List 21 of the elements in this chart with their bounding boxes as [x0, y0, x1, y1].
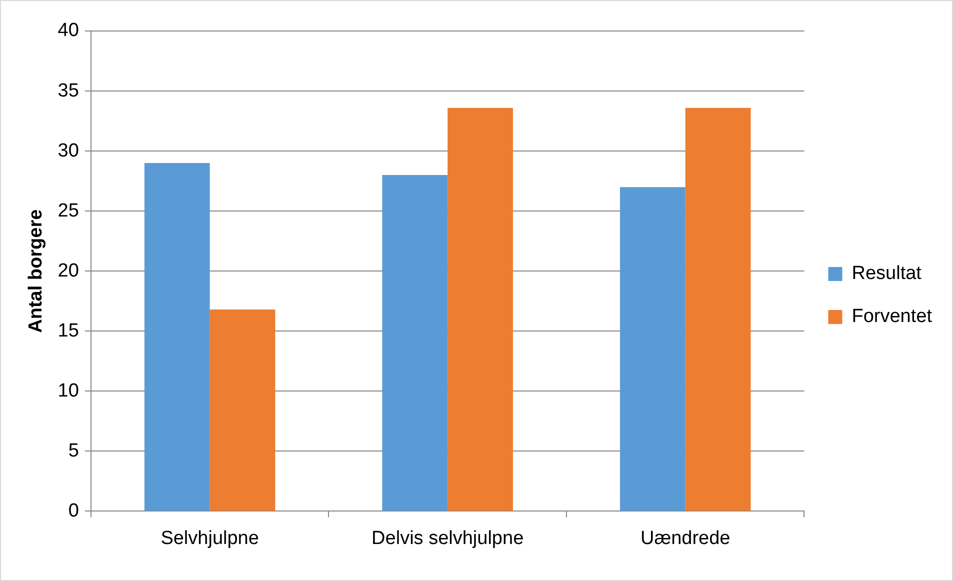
x-tick-label: Selvhjulpne [160, 528, 259, 549]
bar [448, 108, 513, 511]
y-tick-label: 40 [58, 20, 79, 42]
bar [685, 108, 751, 511]
y-tick-label: 30 [58, 140, 79, 162]
x-tick-label: Delvis selvhjulpne [372, 528, 524, 549]
legend-label: Resultat [852, 263, 922, 284]
bar [144, 163, 210, 511]
y-tick-label: 5 [68, 440, 79, 462]
y-tick-label: 10 [58, 380, 79, 402]
y-tick-label: 15 [58, 320, 79, 342]
bar [620, 187, 686, 511]
x-tick-label: Uændrede [640, 528, 730, 549]
bar [210, 310, 276, 511]
y-tick-label: 0 [68, 500, 79, 522]
bar [382, 175, 448, 511]
y-tick-label: 20 [58, 260, 79, 282]
y-tick-label: 35 [58, 80, 79, 102]
legend-label: Forventet [852, 306, 933, 328]
y-tick-label: 25 [58, 200, 79, 222]
y-axis-title: Antal borgere [26, 209, 47, 333]
